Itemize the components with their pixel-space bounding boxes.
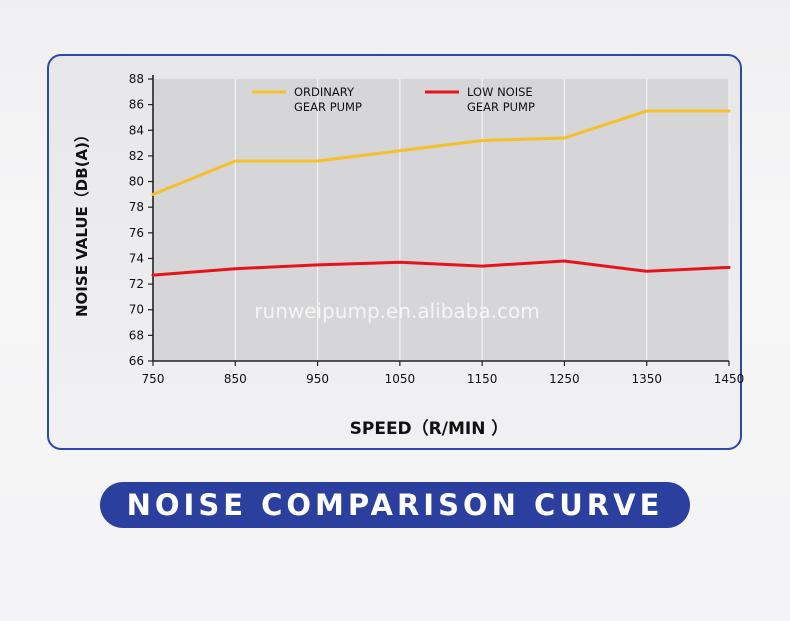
y-tick-label: 80 xyxy=(129,175,144,189)
legend-label: GEAR PUMP xyxy=(467,100,535,114)
y-tick-label: 84 xyxy=(129,123,144,137)
series-line-low-noise-gear-pump xyxy=(151,259,731,277)
x-tick-label: 850 xyxy=(224,372,247,386)
y-tick-label: 74 xyxy=(129,251,144,265)
legend-label: LOW NOISE xyxy=(467,85,533,99)
plot-area xyxy=(153,79,729,361)
chart-caption-banner: NOISE COMPARISON CURVE xyxy=(100,482,690,528)
y-axis-title: NOISE VALUE（DB(A)） xyxy=(73,127,91,317)
y-tick-label: 68 xyxy=(129,328,144,342)
x-tick-label: 1150 xyxy=(467,372,498,386)
y-tick-label: 86 xyxy=(129,98,144,112)
x-tick-label: 1250 xyxy=(549,372,580,386)
y-tick-label: 70 xyxy=(129,303,144,317)
watermark-text: runweipump.en.alibaba.com xyxy=(254,299,539,323)
y-tick-label: 72 xyxy=(129,277,144,291)
noise-chart: 66 68 70 72 74 76 78 80 82 84 86 88 750 850 950 1050 115… xyxy=(73,72,744,439)
y-tick-label: 88 xyxy=(129,72,144,86)
chart-card: 66 68 70 72 74 76 78 80 82 84 86 88 750 850 950 1050 115… xyxy=(47,54,744,450)
legend-label: ORDINARY xyxy=(294,85,355,99)
y-tick-label: 76 xyxy=(129,226,144,240)
x-tick-label: 950 xyxy=(306,372,329,386)
legend-label: GEAR PUMP xyxy=(294,100,362,114)
x-tick-label: 1350 xyxy=(631,372,662,386)
y-tick-label: 78 xyxy=(129,200,144,214)
x-axis-title: SPEED（R/MIN ） xyxy=(350,418,509,439)
y-tick-label: 82 xyxy=(129,149,144,163)
x-tick-label: 750 xyxy=(142,372,165,386)
y-tick-label: 66 xyxy=(129,354,144,368)
x-tick-label: 1050 xyxy=(385,372,416,386)
series-line-ordinary-gear-pump xyxy=(151,109,731,196)
x-tick-label: 1450 xyxy=(714,372,744,386)
